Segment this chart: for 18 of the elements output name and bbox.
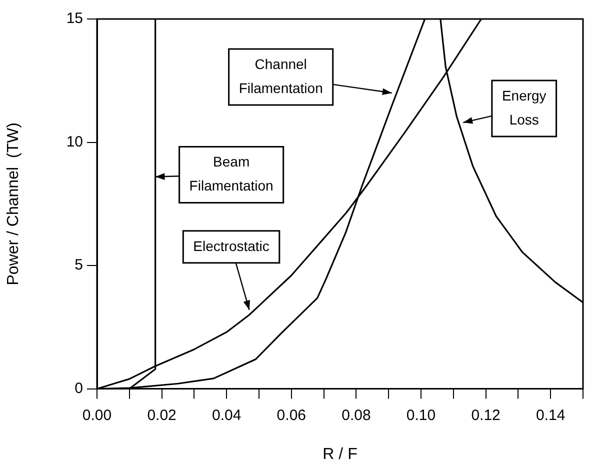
annotation: Energy Loss (502, 87, 546, 128)
annotation: Channel Filamentation (238, 56, 323, 96)
x-axis-title: R / F (322, 446, 358, 463)
y-axis-title: Power / Channel (TW) (5, 122, 22, 286)
y-tick-label: 10 (66, 133, 83, 150)
x-tick-label: 0.06 (276, 406, 306, 424)
x-tick-label: 0.12 (471, 406, 500, 424)
y-tick-label: 0 (74, 380, 83, 397)
annotation: Beam Filamentation (189, 154, 274, 194)
y-tick-label: 5 (74, 256, 83, 274)
x-tick-label: 0.08 (342, 406, 371, 424)
x-tick-label: 0.14 (536, 406, 566, 424)
x-tick-label: 0.02 (147, 406, 176, 424)
x-tick-label: 0.10 (406, 406, 436, 424)
x-tick-label: 0.00 (82, 406, 112, 424)
y-tick-label: 15 (66, 10, 83, 28)
x-tick-label: 0.04 (212, 406, 242, 424)
annotation: Electrostatic (193, 238, 270, 254)
